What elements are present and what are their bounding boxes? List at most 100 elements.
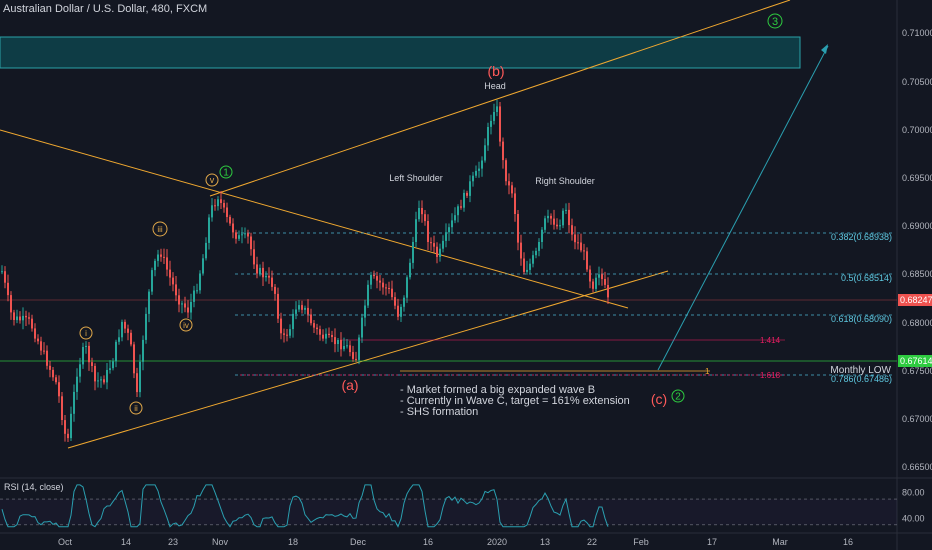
right-shoulder-label: Right Shoulder bbox=[535, 176, 595, 186]
candle-body bbox=[547, 215, 549, 219]
candle-body bbox=[439, 248, 441, 257]
extension-1618-label: 1.618 bbox=[760, 371, 781, 380]
time-tick-label: 23 bbox=[168, 537, 178, 547]
candle-body bbox=[157, 254, 159, 261]
candle-body bbox=[64, 420, 66, 434]
monthly-low-label: Monthly LOW bbox=[830, 365, 891, 376]
candle-body bbox=[250, 236, 252, 250]
wave-iv-label-circle bbox=[179, 318, 193, 332]
candle-body bbox=[259, 267, 261, 274]
candle-body bbox=[445, 232, 447, 241]
upper-channel-line bbox=[209, 0, 791, 197]
candle-body bbox=[490, 120, 492, 127]
candle-body bbox=[88, 345, 90, 363]
candle-body bbox=[316, 327, 318, 330]
candle-body bbox=[325, 333, 327, 339]
candle-body bbox=[550, 215, 552, 219]
candle-body bbox=[583, 250, 585, 252]
time-tick-label: 14 bbox=[121, 537, 131, 547]
candle-body bbox=[322, 334, 324, 339]
candle-body bbox=[148, 291, 150, 314]
candle-body bbox=[451, 220, 453, 228]
candle-body bbox=[25, 315, 27, 318]
wave-1-label: 1 bbox=[223, 168, 229, 179]
price-badge-label: 0.68247 bbox=[900, 295, 932, 305]
candle-body bbox=[478, 168, 480, 171]
analysis-note: - Market formed a big expanded wave B bbox=[400, 384, 595, 396]
candle-body bbox=[178, 295, 180, 305]
fib-level-label: 0.382(0.68938) bbox=[831, 232, 892, 242]
wave-v-label: v bbox=[210, 175, 215, 185]
symbol-title[interactable]: Australian Dollar / U.S. Dollar, 480, FX… bbox=[3, 3, 208, 15]
wave-iii-label-circle bbox=[152, 221, 168, 237]
candle-body bbox=[589, 269, 591, 282]
candle-body bbox=[385, 287, 387, 289]
candle-body bbox=[94, 366, 96, 382]
candle-body bbox=[601, 274, 603, 280]
candle-body bbox=[19, 316, 21, 321]
candle-body bbox=[76, 376, 78, 392]
analysis-note: - Currently in Wave C, target = 161% ext… bbox=[400, 395, 630, 407]
candle-body bbox=[337, 340, 339, 344]
candle-body bbox=[595, 277, 597, 289]
candle-body bbox=[586, 251, 588, 270]
candle-body bbox=[481, 160, 483, 169]
wave-i-label: i bbox=[85, 329, 87, 338]
candle-body bbox=[103, 379, 105, 383]
candle-body bbox=[472, 175, 474, 182]
candle-body bbox=[154, 260, 156, 271]
candle-body bbox=[184, 303, 186, 308]
candle-body bbox=[379, 280, 381, 283]
candle-body bbox=[508, 181, 510, 186]
candle-body bbox=[67, 433, 69, 439]
candle-body bbox=[214, 205, 216, 207]
candle-body bbox=[91, 362, 93, 366]
candle-body bbox=[313, 323, 315, 328]
candle-body bbox=[577, 242, 579, 244]
candle-body bbox=[466, 192, 468, 196]
candle-body bbox=[469, 181, 471, 196]
candle-body bbox=[145, 313, 147, 340]
candle-body bbox=[460, 206, 462, 208]
candle-body bbox=[532, 255, 534, 264]
candle-body bbox=[406, 277, 408, 298]
head-label: Head bbox=[484, 81, 506, 91]
candle-body bbox=[172, 277, 174, 285]
candle-body bbox=[346, 345, 348, 347]
candle-body bbox=[193, 290, 195, 302]
candle-body bbox=[142, 339, 144, 362]
candle-body bbox=[16, 316, 18, 321]
candle-body bbox=[223, 203, 225, 208]
candle-body bbox=[391, 288, 393, 298]
candle-body bbox=[235, 232, 237, 239]
candle-body bbox=[433, 243, 435, 247]
candle-body bbox=[118, 337, 120, 342]
candle-body bbox=[106, 370, 108, 383]
candle-body bbox=[13, 312, 15, 320]
projection-arrowhead bbox=[821, 44, 828, 54]
candle-body bbox=[319, 329, 321, 335]
candle-body bbox=[211, 205, 213, 218]
candle-body bbox=[340, 340, 342, 350]
candle-body bbox=[139, 361, 141, 393]
descending-trendline bbox=[0, 129, 629, 309]
price-tick-label: 0.71000 bbox=[902, 28, 932, 38]
candle-body bbox=[127, 328, 129, 333]
analysis-note: - SHS formation bbox=[400, 406, 478, 418]
candle-body bbox=[55, 377, 57, 383]
fib-levels: 0.382(0.68938) 0.5(0.68514) 0.618(0.68090)… bbox=[0, 232, 897, 384]
candle-body bbox=[397, 305, 399, 317]
candle-body bbox=[484, 145, 486, 161]
rsi-title: RSI (14, close) bbox=[4, 482, 64, 492]
candle-body bbox=[496, 106, 498, 112]
candle-body bbox=[208, 217, 210, 243]
candle-body bbox=[292, 313, 294, 330]
candle-body bbox=[244, 233, 246, 235]
candle-body bbox=[538, 242, 540, 251]
candle-body bbox=[199, 273, 201, 291]
candle-body bbox=[256, 264, 258, 274]
candle-body bbox=[328, 333, 330, 335]
candle-body bbox=[475, 170, 477, 176]
candle-body bbox=[46, 350, 48, 366]
